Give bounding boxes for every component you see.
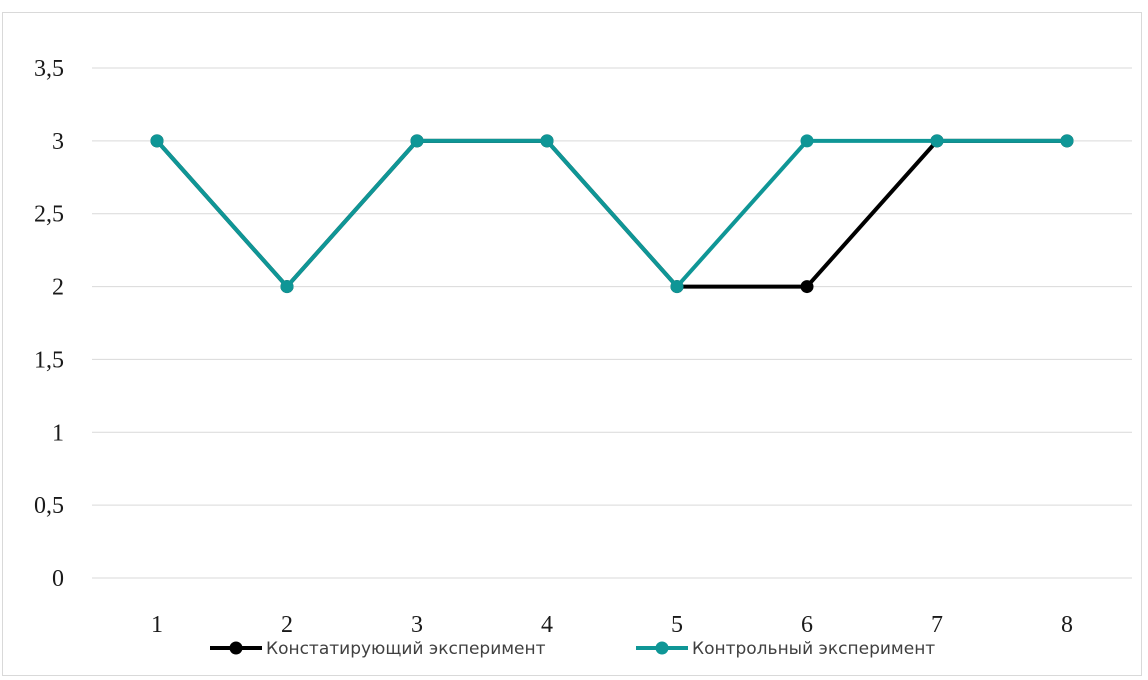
x-tick-label: 2 <box>281 612 293 638</box>
x-tick-label: 3 <box>411 612 423 638</box>
series-line-2 <box>155 138 1069 289</box>
series-2-point <box>930 134 944 148</box>
x-tick-label: 5 <box>671 612 683 638</box>
legend-label: Констатирующий эксперимент <box>266 639 546 659</box>
legend: Констатирующий эксперимент Контрольный эк… <box>210 639 935 659</box>
series-2-point <box>410 134 424 148</box>
y-axis-ticks: 0 0,5 1 1,5 2 2,5 3 3,5 <box>34 56 64 592</box>
legend-item-1: Констатирующий эксперимент <box>210 639 546 659</box>
series-2-point <box>800 134 814 148</box>
x-tick-label: 7 <box>931 612 943 638</box>
x-axis-ticks: 1 2 3 4 5 6 7 8 <box>151 612 1073 638</box>
series-2-point <box>540 134 554 148</box>
x-tick-label: 8 <box>1061 612 1073 638</box>
legend-item-2: Контрольный эксперимент <box>636 639 935 659</box>
x-tick-label: 6 <box>801 612 813 638</box>
series-2-point <box>280 280 294 294</box>
x-tick-label: 4 <box>541 612 553 638</box>
y-tick-label: 3,5 <box>34 56 64 82</box>
y-tick-label: 2 <box>52 275 64 301</box>
x-tick-label: 1 <box>151 612 163 638</box>
chart-frame <box>2 12 1142 676</box>
series-2-point <box>150 134 164 148</box>
y-tick-label: 3 <box>52 129 64 155</box>
gridlines <box>92 67 1132 579</box>
series-2-point <box>670 280 684 294</box>
y-tick-label: 0 <box>52 566 64 592</box>
legend-marker <box>229 641 243 655</box>
series-group <box>150 134 1074 294</box>
y-tick-label: 2,5 <box>34 202 64 228</box>
y-tick-label: 1 <box>52 420 64 446</box>
y-tick-label: 1,5 <box>34 347 64 373</box>
series-2-point <box>1060 134 1074 148</box>
legend-label: Контрольный эксперимент <box>692 639 935 659</box>
series-1-point <box>800 280 814 294</box>
legend-marker <box>655 641 669 655</box>
y-tick-label: 0,5 <box>34 493 64 519</box>
